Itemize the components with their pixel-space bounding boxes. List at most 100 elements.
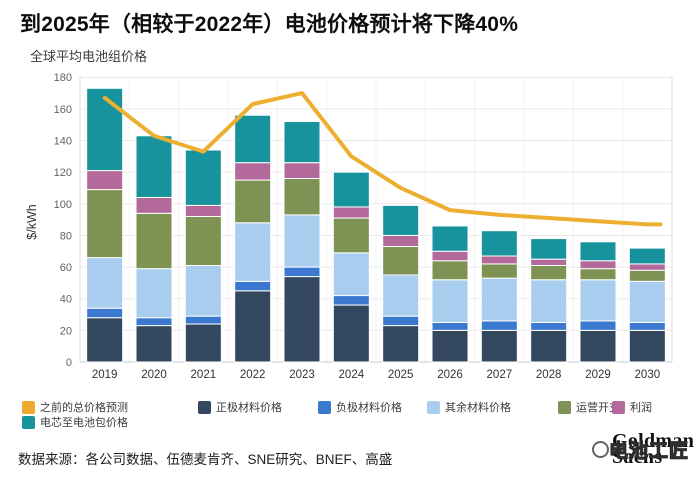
segment: [184, 215, 222, 266]
x-tick-label: 2019: [92, 369, 118, 381]
segment: [480, 230, 518, 257]
bar-2019: [86, 87, 124, 363]
segment: [86, 189, 124, 259]
y-tick-label: 160: [54, 104, 72, 116]
y-tick-label: 60: [60, 262, 72, 274]
legend-label: 正极材料价格: [216, 402, 282, 414]
segment: [628, 269, 666, 282]
segment: [530, 329, 568, 363]
battery-price-chart: 0 20 40 60 80 100 120 140 160 180 $/kWh 2019 2020 202…: [25, 72, 673, 381]
segment: [234, 179, 272, 224]
segment: [530, 264, 568, 281]
segment: [86, 307, 124, 319]
segment: [86, 257, 124, 309]
segment: [431, 250, 469, 262]
segment: [628, 247, 666, 265]
segment: [332, 171, 370, 208]
x-tick-label: 2021: [191, 369, 217, 381]
legend-item: 电芯至电池包价格: [22, 415, 128, 429]
segment: [86, 170, 124, 191]
page-title: 到2025年（相较于2022年）电池价格预计将下降40%: [20, 13, 519, 36]
legend-item: 利润: [612, 400, 652, 414]
legend-swatch: [427, 400, 440, 414]
y-tick-label: 20: [60, 325, 72, 337]
chart-subtitle: 全球平均电池组价格: [30, 49, 148, 64]
segment: [283, 177, 321, 216]
x-tick-label: 2028: [536, 369, 562, 381]
legend-swatch: [22, 415, 35, 429]
legend-item: 其余材料价格: [427, 400, 511, 414]
segment: [382, 246, 420, 276]
legend-item: 之前的总价格预测: [22, 400, 128, 414]
x-tick-label: 2024: [339, 369, 365, 381]
segment: [135, 268, 173, 319]
segment: [480, 255, 518, 265]
legend-item: 正极材料价格: [198, 400, 282, 414]
legend-swatch: [612, 400, 625, 414]
segment: [135, 317, 173, 327]
bar-2025: [382, 204, 420, 363]
logo-line-1: Goldman: [612, 430, 695, 452]
x-tick-label: 2029: [585, 369, 611, 381]
segment: [431, 225, 469, 252]
segment: [382, 325, 420, 363]
segment: [332, 252, 370, 297]
legend-swatch: [22, 400, 35, 414]
y-tick-label: 140: [54, 136, 72, 148]
segment: [530, 258, 568, 266]
segment: [86, 317, 124, 363]
y-tick-label: 100: [54, 199, 72, 211]
legend-label: 负极材料价格: [336, 402, 402, 414]
legend-item: 运营开支: [558, 400, 620, 414]
x-tick-label: 2023: [289, 369, 315, 381]
bar-2021: [184, 149, 222, 363]
segment: [431, 279, 469, 323]
x-tick-label: 2022: [240, 369, 266, 381]
y-axis-label: $/kWh: [25, 204, 39, 239]
legend-label: 利润: [630, 402, 652, 414]
y-tick-label: 80: [60, 230, 72, 242]
source-text: 数据来源：各公司数据、伍德麦肯齐、SNE研究、BNEF、高盛: [18, 452, 393, 467]
segment: [628, 280, 666, 323]
segment: [234, 114, 272, 164]
segment: [184, 264, 222, 317]
segment: [382, 234, 420, 248]
segment: [184, 204, 222, 217]
segment: [234, 280, 272, 292]
segment: [431, 321, 469, 331]
y-tick-label: 180: [54, 72, 72, 84]
stamp-text: 电池工匠: [608, 440, 690, 462]
legend-label: 其余材料价格: [445, 402, 511, 414]
watermark: Goldman Sachs 电池工匠: [590, 428, 700, 482]
segment: [135, 135, 173, 198]
segment: [332, 206, 370, 219]
segment: [530, 279, 568, 323]
segment: [234, 222, 272, 282]
legend-swatch: [558, 400, 571, 414]
segment: [135, 325, 173, 363]
segment: [86, 87, 124, 172]
bar-2028: [530, 238, 568, 363]
bar-2023: [283, 121, 321, 363]
segment: [382, 274, 420, 317]
bar-2026: [431, 225, 469, 363]
goldman-sachs-logo: Goldman Sachs: [612, 430, 695, 467]
y-tick-label: 120: [54, 167, 72, 179]
legend-label: 运营开支: [576, 402, 620, 414]
segment: [382, 315, 420, 327]
legend-label: 电芯至电池包价格: [40, 417, 128, 429]
segment: [135, 196, 173, 214]
segment: [184, 315, 222, 325]
bar-2020: [135, 135, 173, 363]
segment: [480, 329, 518, 363]
bar-2024: [332, 171, 370, 363]
y-tick-label: 40: [60, 294, 72, 306]
segment: [135, 212, 173, 270]
segment: [283, 121, 321, 164]
segment: [332, 304, 370, 363]
segment: [283, 162, 321, 179]
segment: [628, 263, 666, 271]
legend-item: 负极材料价格: [318, 400, 402, 414]
bar-2030: [628, 247, 666, 363]
